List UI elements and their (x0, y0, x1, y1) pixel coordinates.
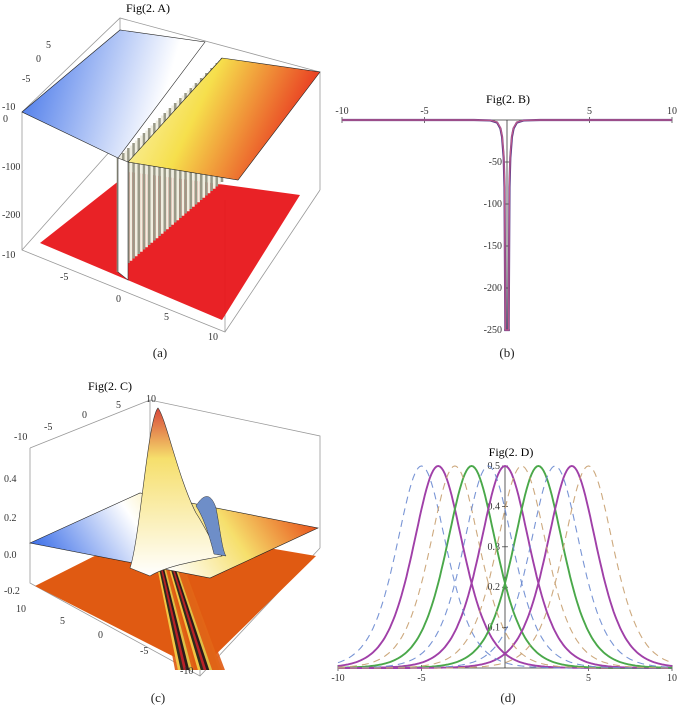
panel-c-x-tick: -10 (180, 666, 193, 677)
panel-c-x-tick: -5 (140, 646, 148, 657)
caption-a: (a) (152, 345, 168, 360)
panel-c: Fig(2. C) (0, 378, 330, 688)
panel-c-y-tick: 0 (82, 410, 87, 421)
x-tick-label: 5 (586, 673, 591, 684)
panel-a-y-tick: 0 (36, 54, 41, 65)
panel-c-z-tick: 0.4 (4, 474, 17, 485)
caption-d: (d) (500, 690, 516, 705)
x-tick-label: -5 (420, 106, 428, 117)
panel-a-x-tick: -10 (2, 250, 15, 261)
panel-a-z-tick: -100 (2, 162, 20, 173)
panel-b-title: Fig(2. B) (486, 92, 530, 106)
panel-a-y-tick: -5 (22, 74, 30, 85)
caption-c: (c) (150, 690, 166, 705)
panel-c-x-tick: 10 (16, 604, 26, 615)
panel-a: Fig(2. A) 5 (0, 0, 330, 345)
panel-a-floor (40, 172, 300, 320)
x-tick-label: 5 (587, 106, 592, 117)
panel-c-soliton-trough (195, 496, 227, 557)
panel-c-x-tick: 5 (60, 616, 65, 627)
panel-a-z-tick: 0 (3, 114, 8, 125)
y-tick-label: -150 (484, 241, 502, 252)
panel-b-series-line (342, 119, 672, 331)
panel-a-left-plateau (21, 29, 206, 159)
panel-c-svg: Fig(2. C) (4, 379, 321, 677)
panel-c-z-tick: 0.2 (4, 513, 17, 524)
y-tick-label: 0.4 (488, 501, 501, 512)
y-tick-label: -200 (484, 283, 502, 294)
panel-d-axes: -10 -5 5 10 0.1 0.2 0.3 0.4 0.5 (331, 461, 677, 684)
panel-c-x-tick: 0 (98, 630, 103, 641)
panel-d-svg: Fig(2. D) -10 -5 5 10 0.1 0.2 0.3 0.4 0.5 (331, 445, 677, 684)
y-tick-label: 0.2 (488, 582, 501, 593)
panel-d-series-line (338, 465, 672, 669)
panel-a-ticks: 5 0 -5 -10 0 -100 -200 -10 -5 0 5 10 (2, 40, 218, 343)
panel-d-series-line (338, 465, 672, 669)
panel-c-y-tick: -5 (44, 422, 52, 433)
panel-c-ticks: -10 -5 0 5 10 0.4 0.2 0.0 -0.2 10 5 0 -5… (4, 394, 193, 677)
panel-a-y-tick: 5 (46, 40, 51, 51)
panel-a-x-tick: -5 (60, 272, 68, 283)
panel-a-title: Fig(2. A) (126, 1, 170, 15)
panel-d: Fig(2. D) -10 -5 5 10 0.1 0.2 0.3 0.4 0.5 (325, 440, 685, 690)
x-tick-label: -5 (417, 673, 425, 684)
panel-a-x-tick: 0 (116, 294, 121, 305)
y-tick-label: 0.5 (488, 461, 501, 472)
panel-c-y-tick: -10 (14, 432, 27, 443)
y-tick-label: -250 (484, 325, 502, 336)
y-tick-label: -100 (484, 199, 502, 210)
panel-a-x-tick: 5 (164, 312, 169, 323)
panel-c-z-tick: 0.0 (4, 550, 17, 561)
y-tick-label: -50 (489, 157, 502, 168)
panel-b-svg: Fig(2. B) -10 -5 5 10 -50 -100 -150 -200 -250 (335, 92, 677, 336)
panel-a-svg: Fig(2. A) 5 (2, 1, 321, 343)
caption-b: (b) (499, 345, 515, 360)
x-tick-label: -10 (331, 673, 344, 684)
panel-c-y-tick: 5 (116, 400, 121, 411)
panel-a-z-tick: -200 (2, 210, 20, 221)
panel-b-series (342, 118, 672, 332)
panel-c-z-tick: -0.2 (4, 586, 20, 597)
x-tick-label: -10 (335, 106, 348, 117)
panel-d-series-line (338, 465, 673, 669)
x-tick-label: 10 (667, 106, 677, 117)
panel-c-title: Fig(2. C) (88, 379, 132, 393)
panel-a-right-plateau (127, 57, 321, 181)
panel-d-series-line (338, 465, 673, 669)
panel-c-y-tick: 10 (146, 394, 156, 405)
panel-d-series (337, 465, 673, 669)
panel-a-wall-front (117, 157, 129, 281)
panel-c-soliton-peak (129, 407, 223, 577)
y-tick-label: 0.3 (488, 542, 501, 553)
panel-d-title: Fig(2. D) (489, 445, 534, 459)
panel-b: Fig(2. B) -10 -5 5 10 -50 -100 -150 -200 -250 (325, 90, 685, 345)
x-tick-label: 10 (667, 673, 677, 684)
panel-a-x-tick: 10 (208, 332, 218, 343)
panel-a-y-tick: -10 (2, 102, 15, 113)
y-tick-label: 0.1 (488, 623, 501, 634)
